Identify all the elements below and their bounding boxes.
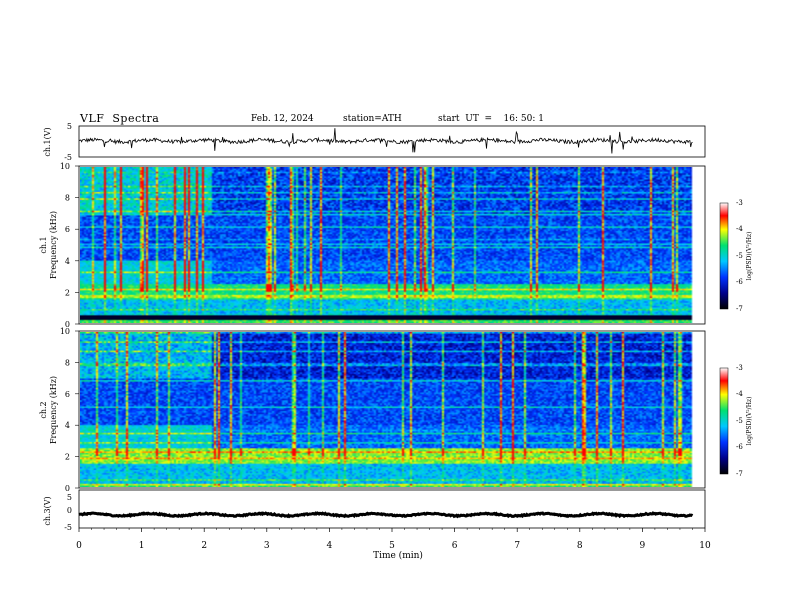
x-tick-label: 10 — [699, 541, 711, 551]
x-tick-label: 0 — [76, 541, 82, 551]
ch1-ytick-label: 6 — [65, 225, 70, 234]
ch3-waveform-ylabel: ch.3(V) — [43, 496, 52, 525]
ch1-waveform-trace — [79, 128, 693, 154]
ch2-spectrogram-channel: ch.2 — [39, 401, 48, 418]
ch1-spectrogram-image — [80, 167, 704, 323]
ch2-ytick-label: 0 — [65, 484, 70, 493]
ch1-ytick-label: 2 — [65, 288, 70, 297]
ch1-ytick-label: 4 — [65, 257, 70, 266]
x-tick-label: 8 — [577, 541, 583, 551]
ch1-cb-tick-m7: -7 — [736, 305, 743, 313]
ch1-cb-tick-m5: -5 — [736, 252, 743, 260]
ch1-ytick-label: 10 — [60, 162, 70, 171]
ch3-ytick-bottom: -5 — [64, 523, 72, 532]
ch1-waveform-panel: 5 -5 ch.1(V) — [43, 122, 706, 162]
x-tick-label: 1 — [139, 541, 145, 551]
ch2-spectrogram-panel: 0 2 4 6 8 10 ch.2 Frequency (kHz) -3 -4 -5 -6… — [39, 327, 753, 493]
ch2-colorbar — [719, 367, 729, 475]
station-label: station=ATH — [343, 114, 402, 124]
ch3-waveform-panel: 5 0 -5 ch.3(V) — [43, 489, 706, 532]
ch1-ytick-label: 0 — [65, 320, 70, 329]
ch2-ytick-label: 8 — [65, 358, 70, 367]
ch3-waveform-trace — [78, 511, 694, 519]
start-ut-label: start UT = 16: 50: 1 — [438, 114, 544, 124]
ch1-cb-tick-m6: -6 — [736, 278, 743, 286]
x-tick-label: 3 — [264, 541, 270, 551]
ch1-spectrogram-ylabel: Frequency (kHz) — [49, 211, 58, 279]
date-label: Feb. 12, 2024 — [251, 114, 314, 124]
ch3-ytick-top: 5 — [67, 493, 72, 502]
ch2-spectrogram-frame — [78, 330, 706, 489]
ch2-ytick-label: 4 — [65, 421, 70, 430]
ch2-cb-tick-m4: -4 — [736, 390, 743, 398]
x-tick-label: 4 — [327, 541, 333, 551]
ch1-cb-tick-m3: -3 — [736, 199, 743, 207]
ch3-ytick-mid: 0 — [67, 506, 72, 515]
ch2-cb-tick-m3: -3 — [736, 364, 743, 372]
x-tick-label: 5 — [389, 541, 395, 551]
figure-title: VLF Spectra — [80, 112, 160, 125]
ch1-waveform-ylabel: ch.1(V) — [43, 127, 52, 156]
ch1-colorbar-label: log(PSD)(V²/Hz) — [746, 232, 753, 281]
ch2-ytick-label: 6 — [65, 390, 70, 399]
x-tick-label: 2 — [201, 541, 207, 551]
ch2-cb-tick-m7: -7 — [736, 470, 743, 478]
ch2-cb-tick-m6: -6 — [736, 443, 743, 451]
ch1-ytick-bottom: -5 — [64, 153, 72, 162]
ch1-ytick-top: 5 — [67, 122, 72, 131]
x-tick-label: 7 — [514, 541, 520, 551]
ch1-spectrogram-channel: ch.1 — [39, 236, 48, 253]
ch2-ytick-label: 10 — [60, 327, 70, 336]
ch2-colorbar-label: log(PSD)(V²/Hz) — [746, 397, 753, 446]
ch1-colorbar — [719, 202, 729, 310]
ch1-ytick-label: 8 — [65, 194, 70, 203]
x-tick-label: 9 — [640, 541, 646, 551]
time-axis-label: Time (min) — [373, 550, 423, 561]
ch3-waveform-frame — [78, 489, 706, 529]
x-tick-label: 6 — [452, 541, 458, 551]
ch1-spectrogram-frame — [78, 165, 706, 325]
ch2-ytick-label: 2 — [65, 453, 70, 462]
ch2-spectrogram-image — [80, 332, 704, 487]
ch2-spectrogram-ylabel: Frequency (kHz) — [49, 376, 58, 444]
time-axis: 0 1 2 3 4 5 6 7 8 9 10 — [76, 528, 711, 551]
ch1-cb-tick-m4: -4 — [736, 225, 743, 233]
ch1-spectrogram-panel: 0 2 4 6 8 10 ch.1 Frequency (kHz) -3 -4 -5 -6… — [39, 162, 753, 329]
ch2-cb-tick-m5: -5 — [736, 417, 743, 425]
